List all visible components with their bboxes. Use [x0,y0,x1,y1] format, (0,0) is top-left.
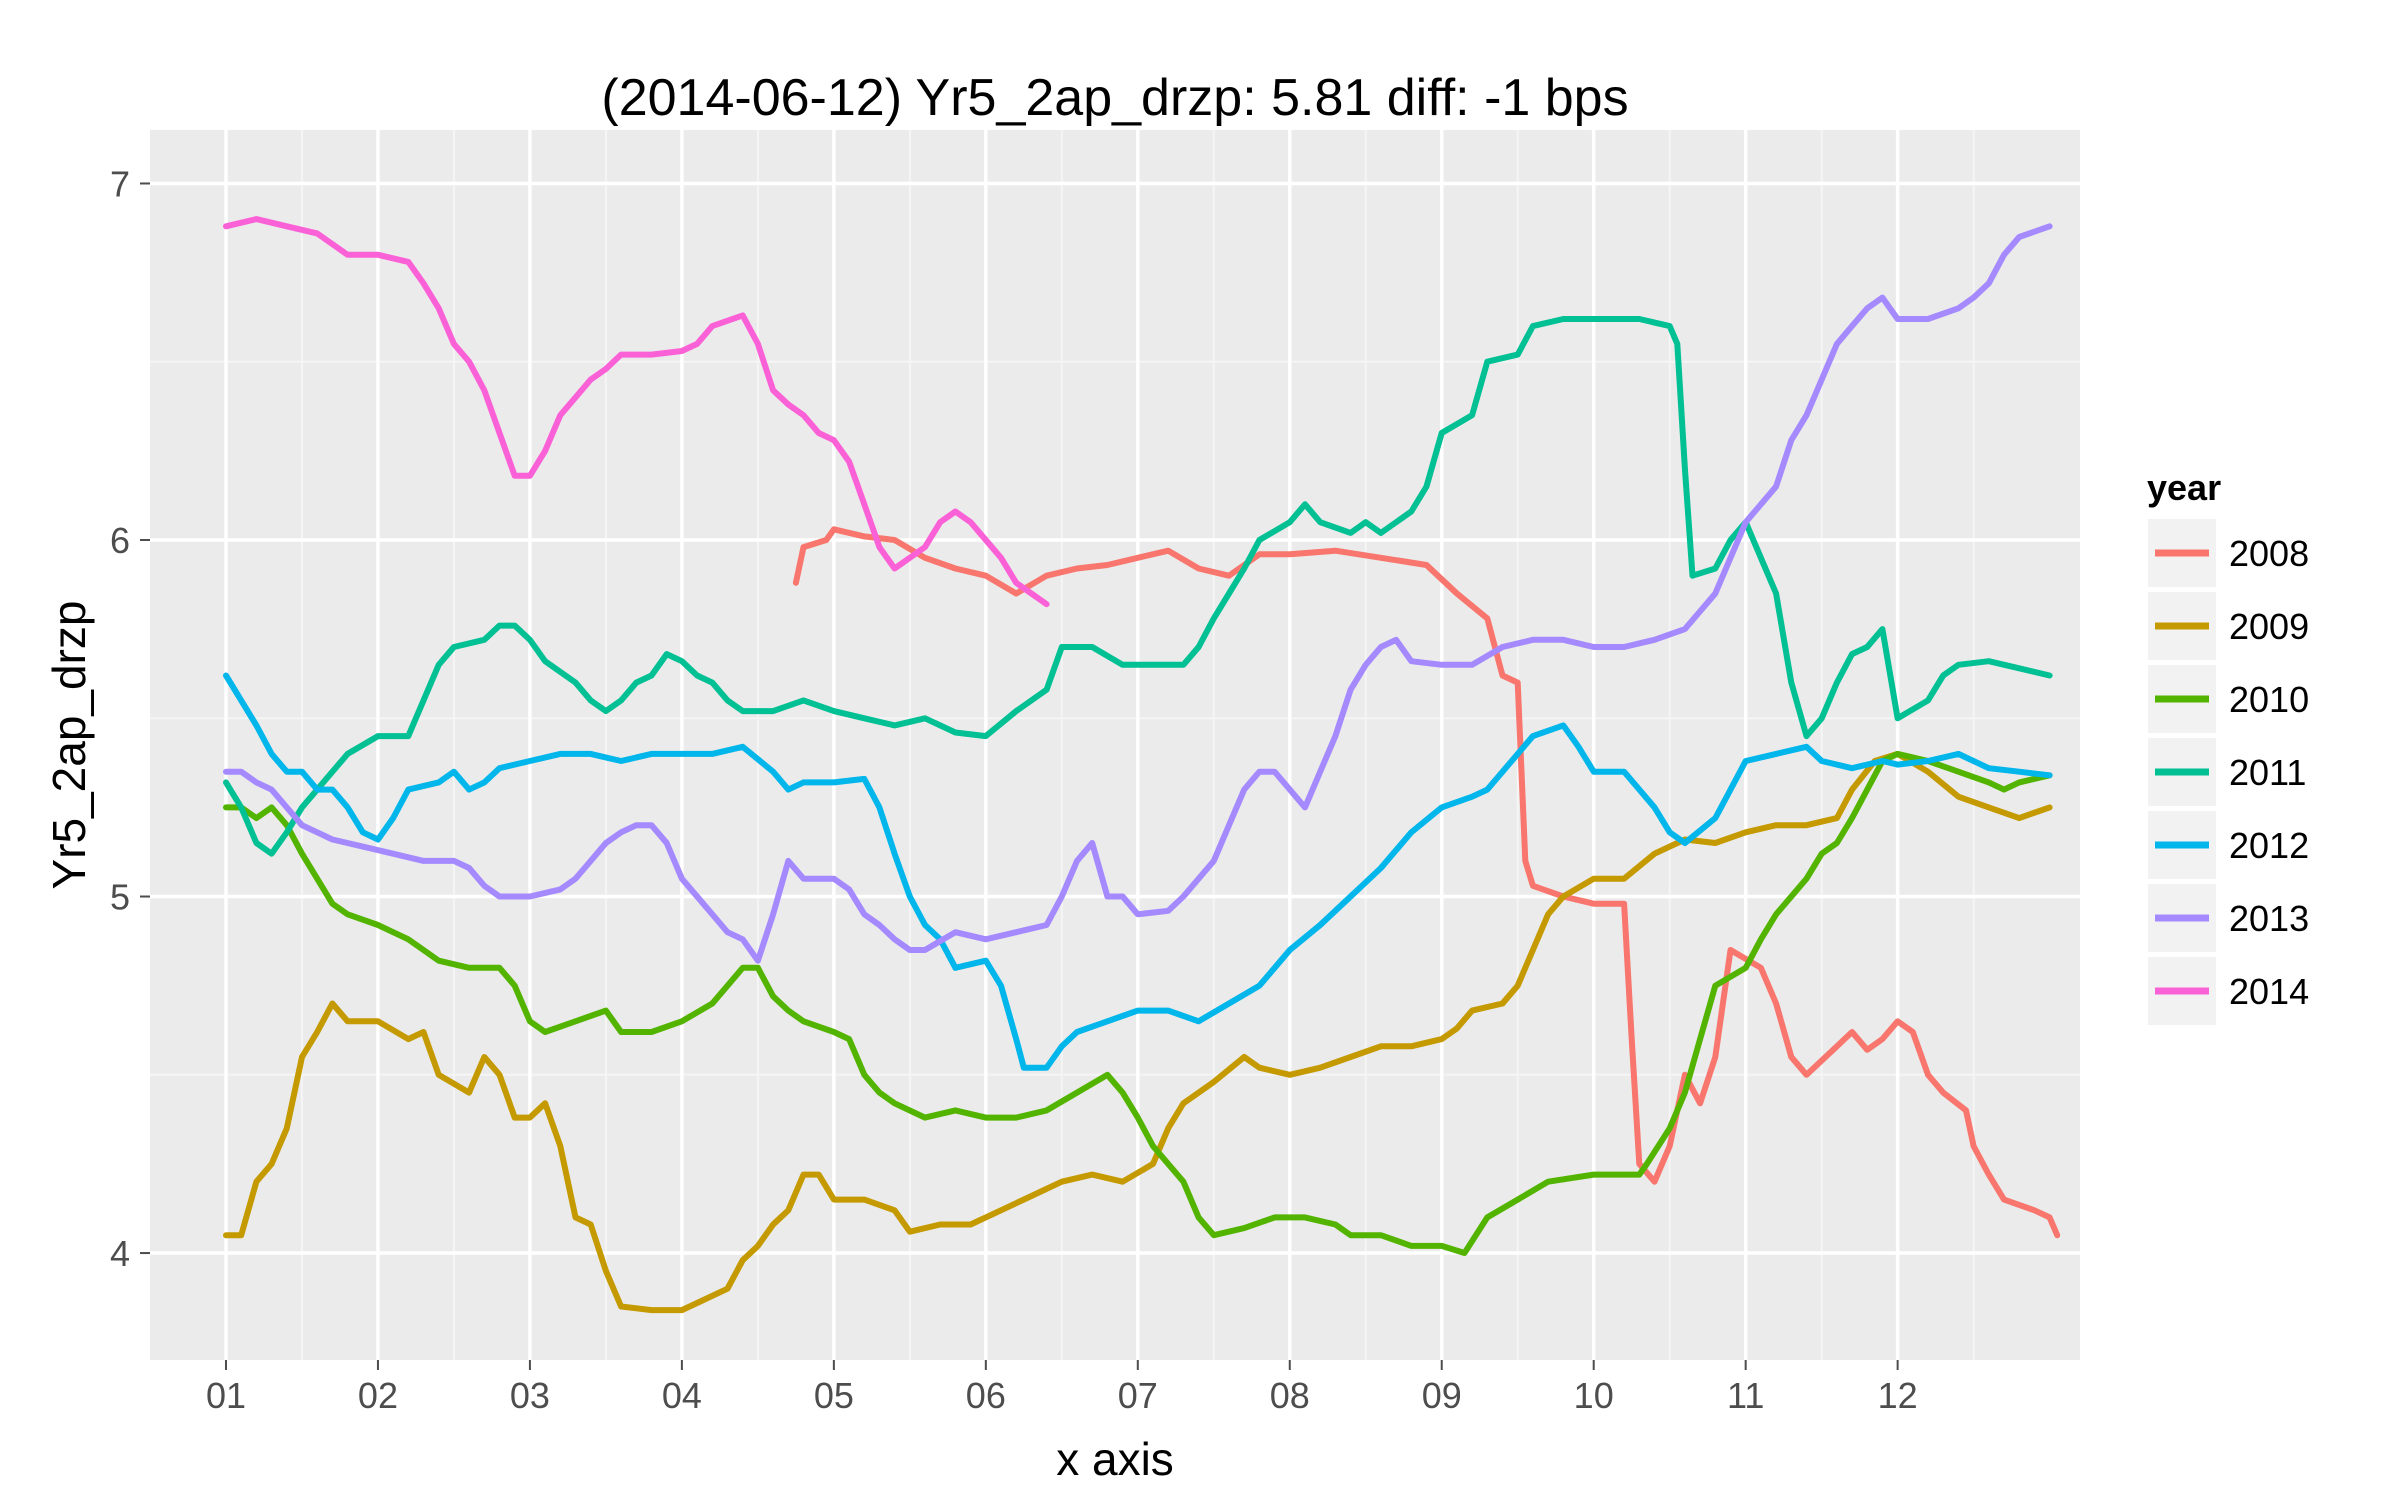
legend-label: 2014 [2229,971,2309,1012]
series-line-2009 [223,750,2053,1314]
x-tick-label: 03 [510,1375,550,1416]
x-tick-label: 06 [966,1375,1006,1416]
legend-title: year [2147,467,2221,508]
legend-label: 2013 [2229,898,2309,939]
x-tick-label: 04 [662,1375,702,1416]
legend: year 2008 2009 2010 2011 2012 2013 2014 [2146,467,2309,1027]
x-tick-label: 08 [1270,1375,1310,1416]
legend-label: 2011 [2229,752,2306,793]
legend-label: 2012 [2229,825,2309,866]
plot-panel [150,130,2080,1360]
series-line-2008 [792,526,2061,1239]
grid-major [150,130,2080,1360]
x-tick-label: 02 [358,1375,398,1416]
series-line-2012 [223,672,2053,1071]
y-axis-title: Yr5_2ap_drzp [43,601,95,890]
series-line-2011 [223,316,2053,857]
x-axis-ticks: 01 02 03 04 05 06 07 08 09 10 11 12 [206,1360,1918,1416]
series-line-2013 [223,223,2053,964]
series-line-2010 [223,750,2053,1256]
x-tick-label: 05 [814,1375,854,1416]
x-tick-label: 10 [1574,1375,1614,1416]
y-tick-label: 7 [110,163,130,204]
x-axis-title: x axis [1056,1433,1174,1485]
x-tick-label: 12 [1878,1375,1918,1416]
legend-items: 2008 2009 2010 2011 2012 2013 2014 [2146,517,2309,1027]
series-layer [223,216,2061,1314]
x-tick-label: 09 [1422,1375,1462,1416]
grid-minor [150,130,2080,1360]
y-axis-ticks: 4 5 6 7 [110,163,150,1274]
legend-label: 2009 [2229,606,2309,647]
legend-label: 2010 [2229,679,2309,720]
y-tick-label: 5 [110,877,130,918]
y-tick-label: 6 [110,520,130,561]
x-tick-label: 11 [1727,1375,1764,1416]
y-tick-label: 4 [110,1233,130,1274]
series-line-2014 [223,216,1050,608]
chart-title: (2014-06-12) Yr5_2ap_drzp: 5.81 diff: -1… [601,69,1628,127]
legend-label: 2008 [2229,533,2309,574]
x-tick-label: 07 [1118,1375,1158,1416]
x-tick-label: 01 [206,1375,246,1416]
